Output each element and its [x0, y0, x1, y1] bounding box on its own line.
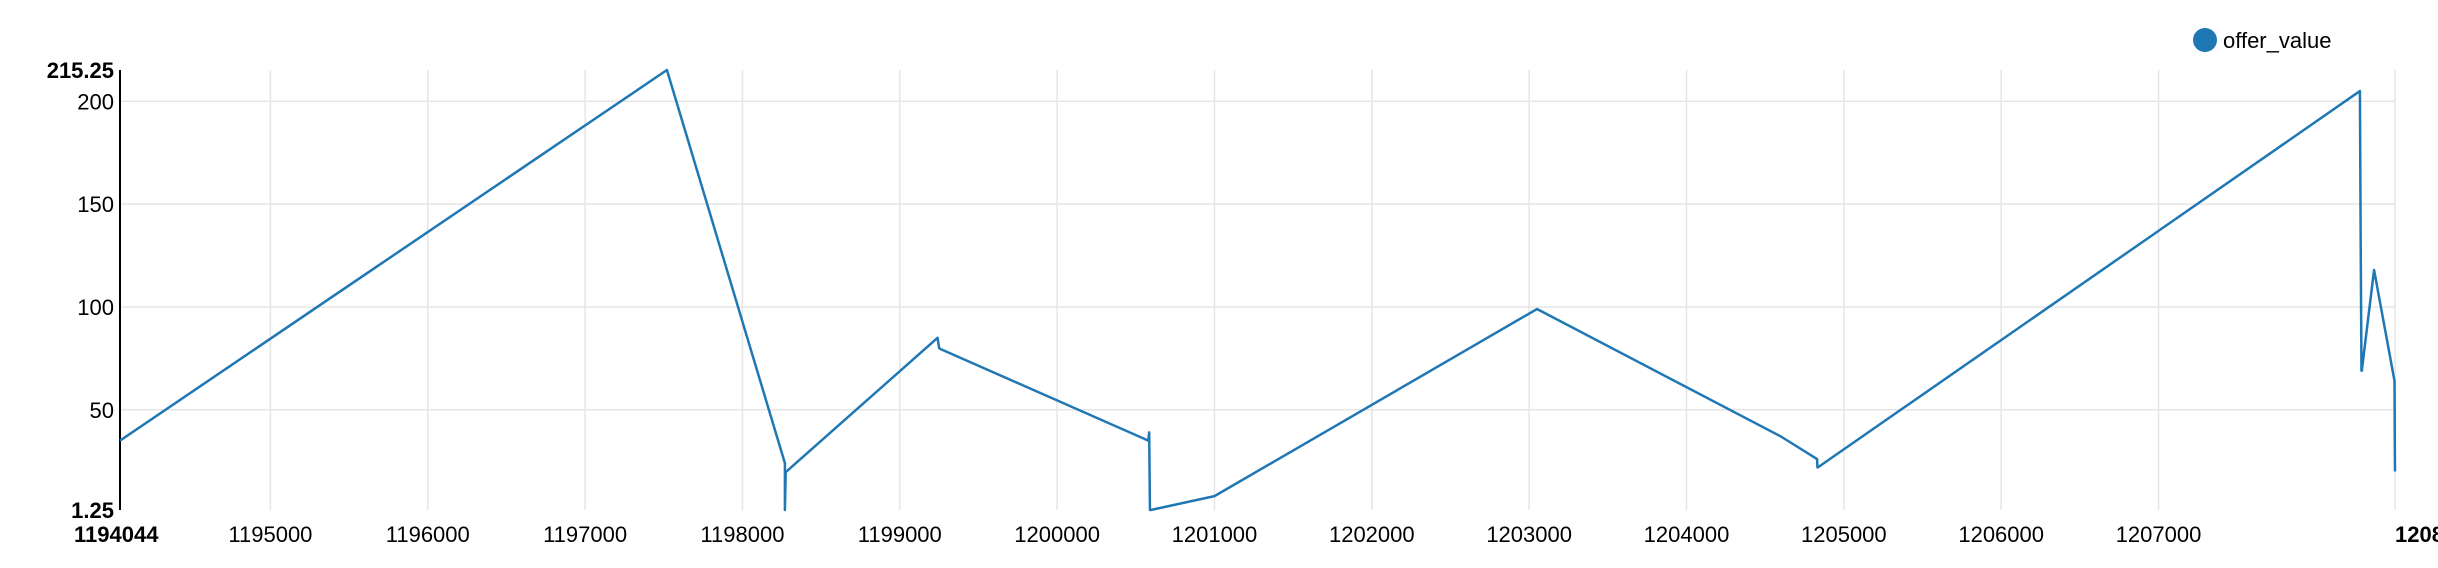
x-tick-label: 1200000: [1014, 522, 1100, 547]
y-tick-label: 200: [77, 89, 114, 114]
legend[interactable]: offer_value: [2193, 28, 2331, 53]
tick-labels: 1.25 50 100 150 200 215.25 1194044 1195000 11960…: [47, 58, 2438, 547]
grid-lines: [120, 70, 2396, 510]
x-tick-label: 1206000: [1958, 522, 2044, 547]
y-tick-label: 100: [77, 295, 114, 320]
y-tick-label: 215.25: [47, 58, 114, 83]
x-tick-label: 1207000: [2116, 522, 2202, 547]
x-tick-label: 1194044: [74, 522, 159, 547]
x-tick-label: 1196000: [386, 522, 470, 547]
x-tick-label: 1198000: [700, 522, 784, 547]
y-tick-label: 1.25: [71, 498, 114, 523]
x-tick-label: 1195000: [228, 522, 312, 547]
x-tick-label: 1197000: [543, 522, 627, 547]
series-line-offer_value: [119, 68, 2397, 512]
y-tick-label: 150: [77, 192, 114, 217]
legend-label[interactable]: offer_value: [2223, 28, 2331, 53]
x-tick-label: 1202000: [1329, 522, 1415, 547]
legend-marker[interactable]: [2193, 28, 2217, 52]
x-tick-label: 1208503: [2395, 522, 2438, 547]
y-tick-label: 50: [90, 398, 114, 423]
x-tick-label: 1205000: [1801, 522, 1887, 547]
x-tick-label: 1203000: [1486, 522, 1572, 547]
series-layer: [119, 68, 2397, 512]
x-tick-label: 1204000: [1644, 522, 1730, 547]
x-tick-label: 1199000: [858, 522, 942, 547]
x-tick-label: 1201000: [1172, 522, 1258, 547]
